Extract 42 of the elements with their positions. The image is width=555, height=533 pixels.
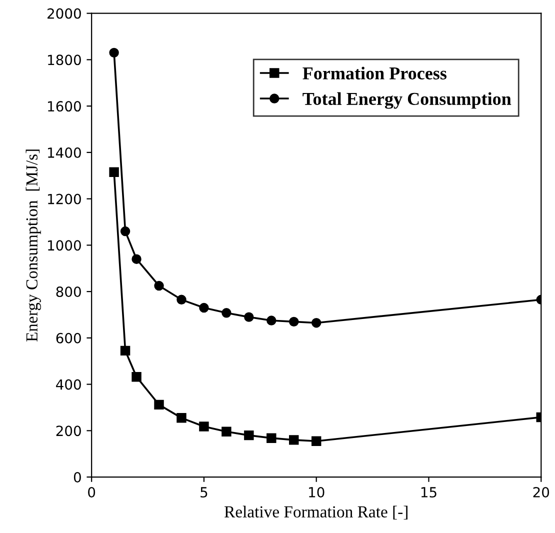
point (109, 167, 119, 178)
y-tick-label: 1400 (48, 147, 81, 158)
point (154, 400, 164, 410)
point (266, 433, 276, 443)
x-tick-label: 0 (88, 487, 96, 498)
point (109, 48, 119, 58)
y-tick-label: 600 (56, 332, 81, 344)
point (266, 316, 276, 326)
point (176, 294, 186, 305)
y-tick-label: 400 (56, 379, 81, 390)
y-tick-label: 1000 (48, 240, 81, 251)
point (132, 254, 142, 264)
point (289, 316, 299, 327)
y-tick-label: 1800 (48, 54, 81, 66)
point (199, 422, 209, 432)
legend-label: Total Energy Consumption (302, 92, 512, 109)
y-tick-label: 800 (56, 286, 81, 298)
point (244, 430, 254, 440)
x-tick-label: 20 (533, 487, 550, 498)
point (120, 226, 130, 236)
y-tick-label: 2000 (48, 8, 81, 19)
point (222, 426, 232, 436)
point (289, 435, 299, 445)
point (222, 308, 232, 318)
y-tick-label: 200 (56, 426, 81, 436)
x-tick-label: 10 (309, 487, 324, 498)
y-tick-label: 0 (74, 472, 81, 483)
x-tick-label: 5 (200, 487, 208, 498)
legend-label: Formation Process (302, 66, 447, 80)
x-tick-label: 15 (421, 487, 436, 498)
y-tick-label: 1200 (48, 194, 81, 204)
point (244, 312, 254, 322)
point (176, 413, 186, 423)
point (199, 302, 209, 313)
point (154, 280, 164, 291)
x-axis-title: Relative Formation Rate [-] (224, 506, 408, 520)
point (132, 372, 142, 382)
point (120, 346, 130, 356)
point (311, 436, 322, 446)
y-tick-label: 1600 (48, 101, 81, 112)
point (311, 318, 322, 328)
y-axis-title: Energy Consumption [MJ/s] (26, 150, 41, 342)
